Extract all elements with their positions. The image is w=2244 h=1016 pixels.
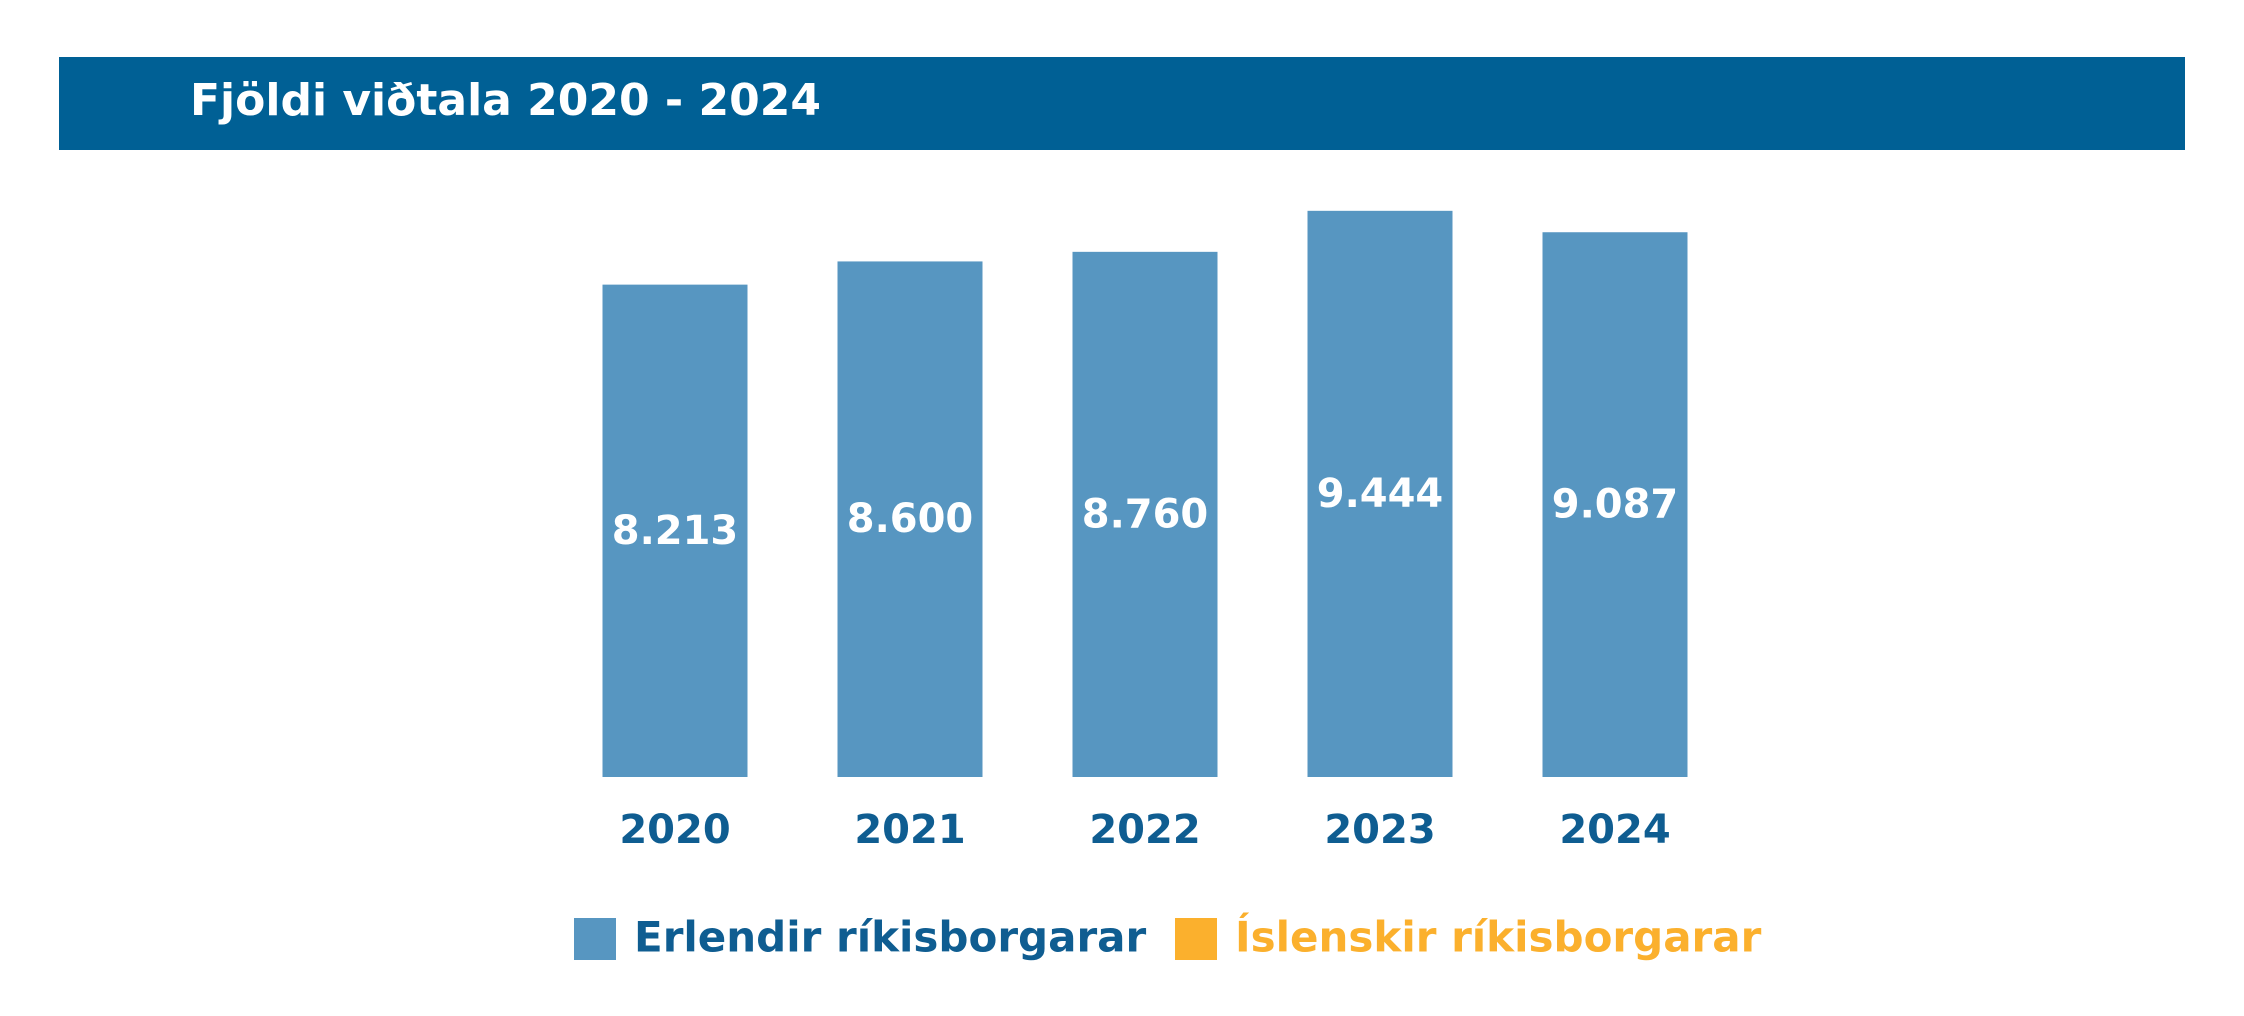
value-label: 9.444 <box>1317 471 1444 517</box>
x-tick-label: 2024 <box>1559 807 1670 853</box>
legend-label: Erlendir ríkisborgarar <box>634 913 1147 962</box>
legend-label: Íslenskir ríkisborgarar <box>1235 912 1762 962</box>
x-tick-label: 2023 <box>1324 807 1435 853</box>
bar <box>1542 232 1688 777</box>
x-tick-label: 2021 <box>854 807 965 853</box>
bar <box>1307 210 1453 777</box>
x-tick-label: 2022 <box>1089 807 1200 853</box>
chart-title: Fjöldi viðtala 2020 - 2024 <box>190 75 821 126</box>
title-band <box>59 57 2185 150</box>
bar <box>1072 251 1218 777</box>
legend-swatch <box>574 918 616 960</box>
value-label: 8.600 <box>847 496 974 542</box>
value-label: 9.087 <box>1552 482 1679 528</box>
value-label: 8.760 <box>1082 491 1209 537</box>
x-tick-label: 2020 <box>619 807 730 853</box>
legend-swatch <box>1175 918 1217 960</box>
value-label: 8.213 <box>612 508 739 554</box>
bar <box>837 261 983 777</box>
bar <box>602 284 748 777</box>
